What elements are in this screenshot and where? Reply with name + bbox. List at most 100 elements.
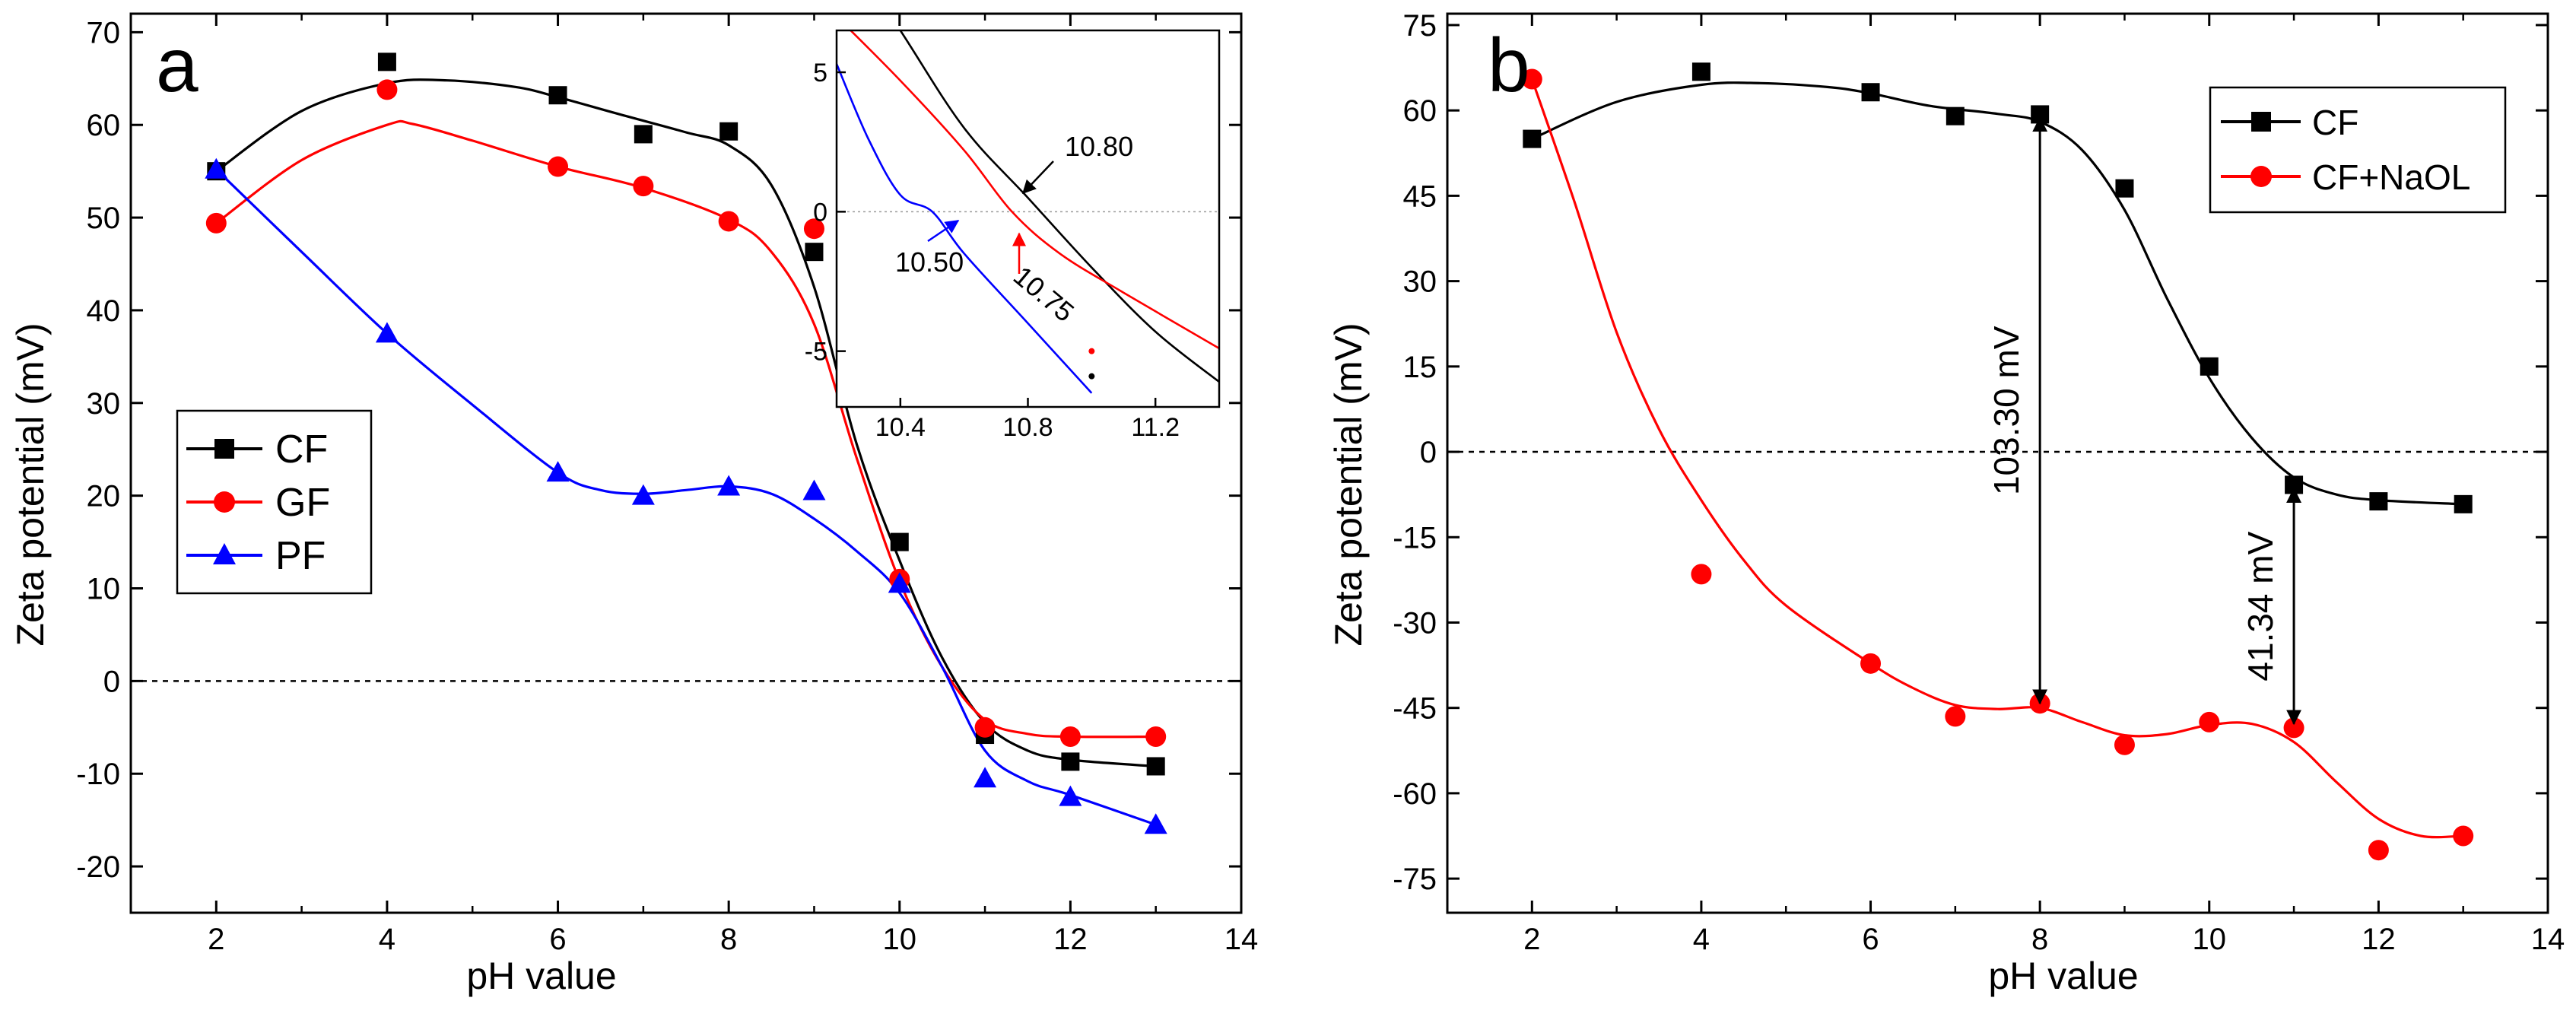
data-point-pf bbox=[546, 461, 570, 482]
legend-label-pf: PF bbox=[275, 534, 326, 578]
inset-line-gf bbox=[849, 30, 1219, 350]
inset-x-tick-label: 10.8 bbox=[1002, 413, 1053, 442]
y-tick-label: -20 bbox=[76, 850, 120, 884]
data-point-cf-naol bbox=[1521, 68, 1542, 90]
legend-marker-cf-naol bbox=[2250, 166, 2272, 187]
legend-marker-pf bbox=[213, 543, 236, 564]
inset-annotation-10-50: 10.50 bbox=[895, 219, 964, 278]
inset-y-tick-label: -5 bbox=[805, 338, 827, 367]
inset-dot bbox=[1088, 373, 1095, 380]
legend-label-cf: CF bbox=[2312, 103, 2358, 142]
legend-item-cf: CF bbox=[186, 427, 328, 472]
inset-arrow-10-50 bbox=[927, 219, 960, 243]
inset-plot bbox=[837, 30, 1219, 407]
inset-zoom: 10.4 10.8 11.2-505 10.80 10.75 10.50 bbox=[805, 29, 1221, 442]
data-point-cf-naol bbox=[1691, 564, 1712, 585]
y-tick-label: -75 bbox=[1393, 863, 1437, 896]
legend-item-cf-naol: CF+NaOL bbox=[2221, 157, 2470, 197]
y-axis-label: Zeta potential (mV) bbox=[9, 323, 52, 646]
data-point-gf bbox=[718, 211, 739, 232]
legend-item-pf: PF bbox=[186, 534, 326, 578]
data-point-cf bbox=[719, 122, 738, 141]
data-point-gf bbox=[803, 218, 824, 240]
y-tick-label: 0 bbox=[103, 665, 120, 698]
y-tick-label: -10 bbox=[76, 758, 120, 791]
data-point-cf bbox=[1691, 62, 1710, 81]
y-tick-label: -45 bbox=[1393, 692, 1437, 726]
data-point-pf bbox=[631, 484, 655, 505]
data-point-cf bbox=[2369, 492, 2388, 511]
x-tick-label: 10 bbox=[883, 923, 917, 956]
legend-item-cf: CF bbox=[2221, 103, 2358, 142]
x-tick-label: 14 bbox=[1224, 923, 1259, 956]
data-point-gf bbox=[376, 79, 398, 100]
data-point-gf bbox=[548, 156, 569, 177]
inset-axes: 10.4 10.8 11.2 -5 0 5 bbox=[805, 29, 1221, 442]
data-point-gf bbox=[633, 176, 654, 197]
data-point-cf-naol bbox=[2453, 825, 2474, 847]
axes: 2 4 6 8 10 12 14 75 60 45 30 15 0 -15 -30 -45 -60 -75 bbox=[1393, 9, 2565, 956]
y-tick-label: -60 bbox=[1393, 777, 1437, 811]
legend-label-cf: CF bbox=[275, 427, 328, 472]
inset-line-pf bbox=[837, 63, 1093, 394]
data-point-cf bbox=[805, 243, 824, 262]
series-line-pf bbox=[215, 168, 1157, 826]
data-point-pf bbox=[1059, 785, 1082, 806]
y-tick-label: 30 bbox=[1403, 265, 1437, 299]
difference-label-103-30: 103.30 mV bbox=[1987, 326, 2026, 495]
x-tick-label: 6 bbox=[549, 923, 566, 956]
data-point-cf bbox=[377, 52, 396, 71]
x-tick-label: 8 bbox=[720, 923, 737, 956]
data-point-pf bbox=[375, 322, 399, 343]
data-point-cf-naol bbox=[2114, 734, 2135, 755]
y-tick-label: -15 bbox=[1393, 521, 1437, 554]
data-point-pf bbox=[1144, 813, 1167, 834]
data-point-cf bbox=[548, 86, 567, 105]
data-point-cf bbox=[2200, 357, 2219, 376]
x-axis-label: pH value bbox=[466, 955, 616, 997]
data-point-cf bbox=[634, 125, 653, 144]
data-points bbox=[205, 52, 1167, 834]
data-point-gf bbox=[205, 212, 227, 234]
x-tick-label: 12 bbox=[2362, 923, 2396, 956]
y-tick-label: 70 bbox=[87, 16, 121, 49]
x-tick-label: 2 bbox=[1523, 923, 1540, 956]
inset-x-tick-label: 11.2 bbox=[1131, 413, 1180, 442]
inset-y-tick-label: 5 bbox=[813, 59, 827, 87]
x-tick-label: 2 bbox=[208, 923, 224, 956]
data-point-cf bbox=[2115, 179, 2134, 198]
data-point-cf bbox=[1146, 757, 1165, 776]
data-point-pf bbox=[717, 475, 741, 496]
plot-frame bbox=[1446, 12, 2549, 914]
y-tick-label: 15 bbox=[1403, 351, 1437, 384]
series-line-cf-naol bbox=[1530, 78, 2463, 839]
y-tick-label: 75 bbox=[1403, 9, 1437, 43]
data-point-gf bbox=[1145, 726, 1167, 747]
panel-b: 2 4 6 8 10 12 14 75 60 45 30 15 0 -15 -30 -45 -60 -75 b p… bbox=[1327, 9, 2565, 997]
legend-label-gf: GF bbox=[275, 481, 330, 525]
x-tick-label: 8 bbox=[2031, 923, 2048, 956]
x-axis-label: pH value bbox=[1988, 955, 2138, 997]
inset-annotation-10-80: 10.80 bbox=[1021, 131, 1133, 195]
data-point-pf bbox=[802, 479, 826, 500]
inset-y-tick-label: 0 bbox=[813, 198, 827, 227]
data-point-cf bbox=[1861, 83, 1880, 102]
data-point-cf bbox=[1945, 106, 1965, 126]
legend-item-gf: GF bbox=[186, 481, 330, 525]
inset-arrow-10-80 bbox=[1021, 160, 1054, 195]
y-tick-label: 50 bbox=[87, 202, 121, 235]
y-tick-label: 40 bbox=[87, 294, 121, 328]
y-tick-label: 10 bbox=[87, 573, 121, 606]
data-point-gf bbox=[1059, 726, 1081, 747]
x-tick-label: 4 bbox=[379, 923, 395, 956]
x-tick-label: 12 bbox=[1053, 923, 1088, 956]
data-point-pf bbox=[205, 157, 228, 179]
y-tick-label: 30 bbox=[87, 387, 121, 421]
x-tick-label: 14 bbox=[2531, 923, 2565, 956]
difference-label-41-34: 41.34 mV bbox=[2241, 531, 2280, 681]
legend-marker-gf bbox=[214, 491, 235, 513]
legend: CF CF+NaOL bbox=[2209, 86, 2507, 214]
